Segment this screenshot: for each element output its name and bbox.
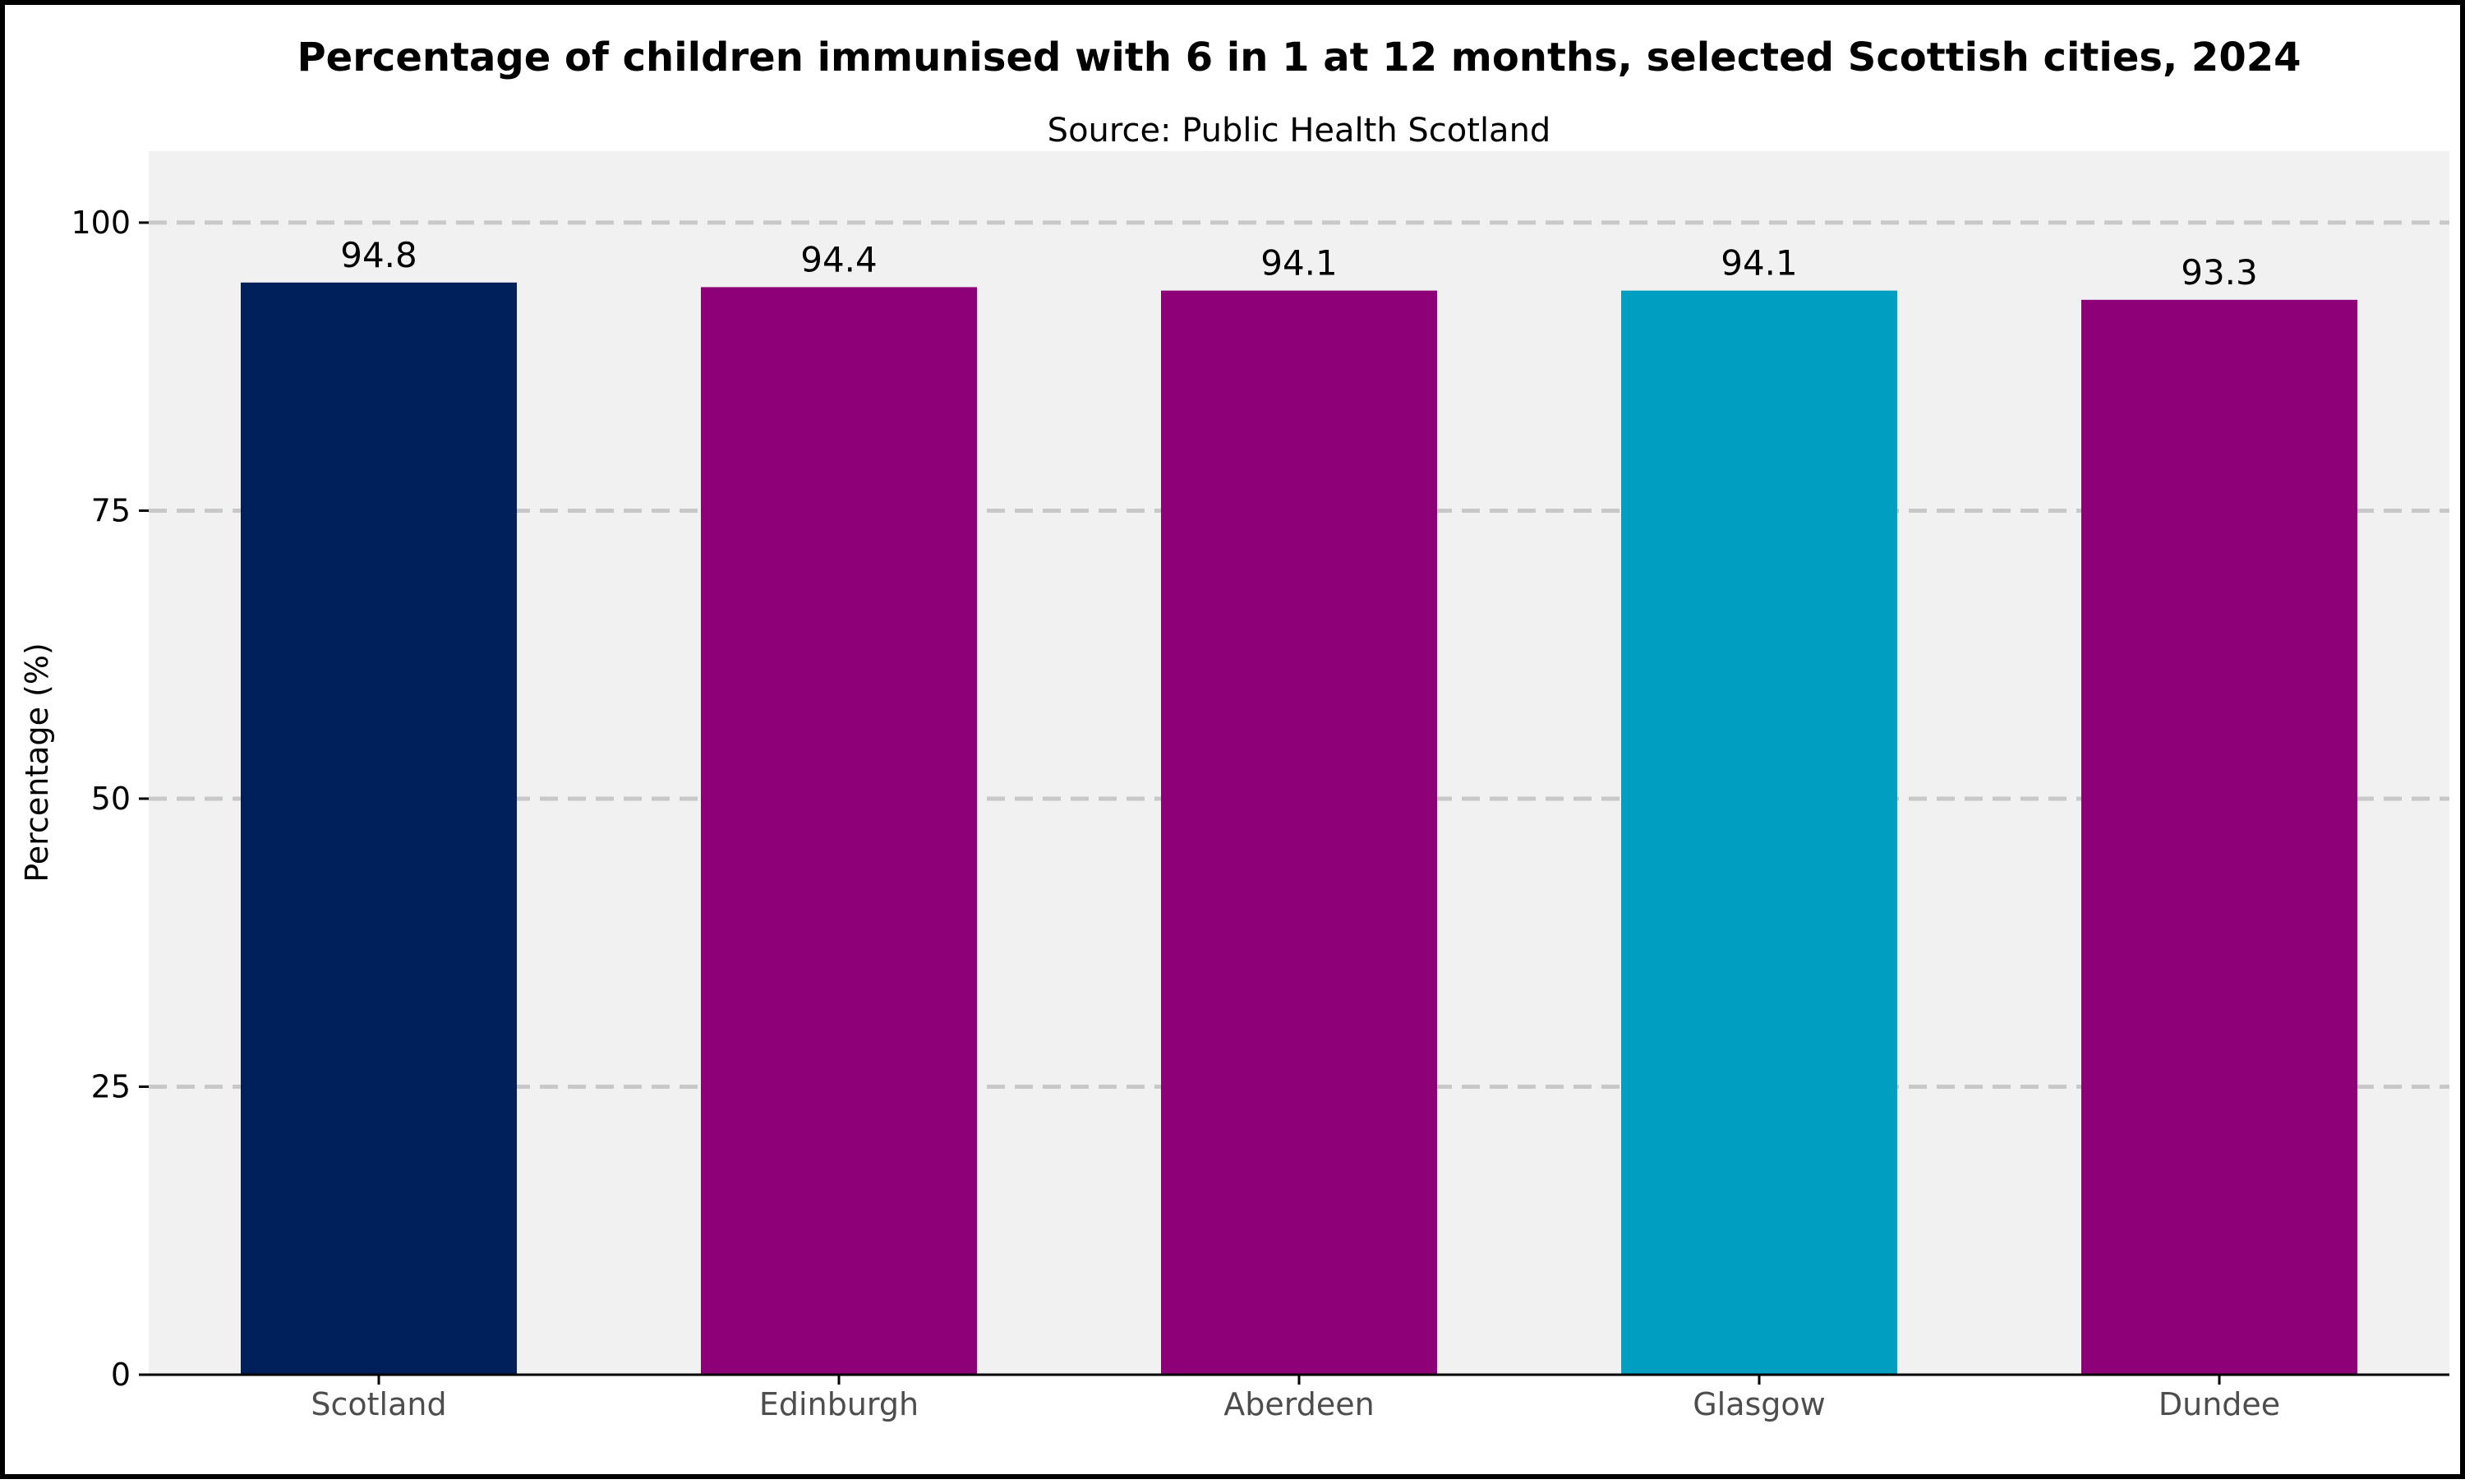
chart-subtitle: Source: Public Health Scotland	[1048, 112, 1551, 150]
bar-scotland	[241, 282, 517, 1375]
bar-aberdeen	[1161, 290, 1437, 1376]
bar-glasgow	[1621, 290, 1897, 1376]
data-labels: 94.8 94.4 94.1 94.1 93.3	[340, 235, 2258, 293]
data-label: 94.1	[1721, 243, 1798, 283]
bar-chart: Percentage of children immunised with 6 …	[19, 35, 2449, 1422]
data-label: 93.3	[2181, 252, 2258, 293]
bar-edinburgh	[701, 287, 977, 1375]
x-tick-label: Dundee	[2159, 1386, 2280, 1422]
x-tick-label: Scotland	[311, 1386, 446, 1422]
chart-title: Percentage of children immunised with 6 …	[297, 35, 2301, 81]
y-axis-ticks: 0 25 50 75 100	[71, 205, 149, 1393]
x-tick-label: Aberdeen	[1223, 1386, 1374, 1422]
bars	[241, 282, 2357, 1376]
data-label: 94.1	[1260, 243, 1338, 283]
bar-dundee	[2081, 299, 2357, 1376]
y-tick-label: 50	[91, 781, 131, 817]
y-tick-label: 100	[71, 205, 131, 241]
y-tick-label: 75	[91, 492, 131, 528]
data-label: 94.4	[800, 239, 878, 279]
x-tick-label: Glasgow	[1693, 1386, 1826, 1422]
y-tick-label: 25	[91, 1068, 131, 1104]
x-axis-ticks: Scotland Edinburgh Aberdeen Glasgow Dundee	[311, 1375, 2280, 1422]
y-tick-label: 0	[111, 1357, 131, 1393]
x-tick-label: Edinburgh	[759, 1386, 919, 1422]
y-axis-label: Percentage (%)	[19, 643, 55, 883]
data-label: 94.8	[340, 235, 417, 275]
